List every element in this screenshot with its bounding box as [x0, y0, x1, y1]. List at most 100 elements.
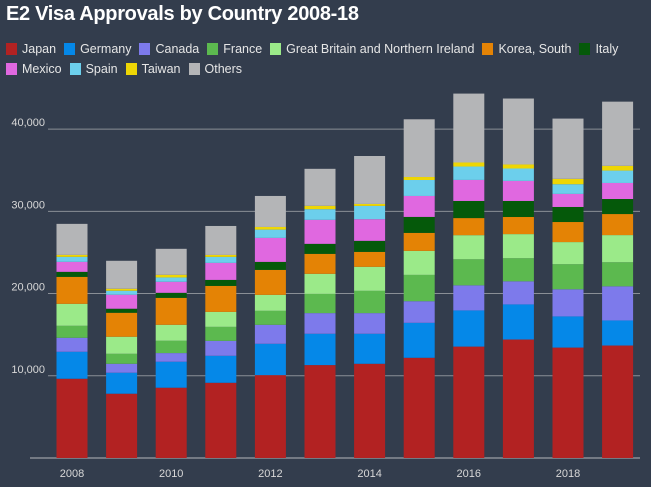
legend-item[interactable]: Canada [139, 41, 199, 57]
bar-segment-japan-2011 [205, 382, 237, 458]
x-tick-label: 2018 [556, 468, 580, 480]
x-tick-label: 2014 [357, 468, 381, 480]
bar-segment-others-2012 [254, 195, 286, 227]
legend-item[interactable]: Italy [579, 41, 618, 57]
bar-segment-mexico-2008 [56, 261, 88, 272]
legend-label: France [223, 42, 263, 56]
bar-segment-korea-south-2012 [254, 269, 286, 295]
bar-segment-korea-south-2017 [502, 217, 534, 235]
legend-item[interactable]: Great Britain and Northern Ireland [270, 41, 474, 57]
bar-segment-mexico-2012 [254, 237, 286, 262]
bar-segment-spain-2011 [205, 256, 237, 263]
bar-segment-italy-2019 [602, 199, 634, 215]
bar-segment-others-2013 [304, 168, 336, 206]
legend-swatch [139, 43, 151, 55]
legend-label: Korea, South [498, 42, 572, 56]
bar-segment-japan-2016 [453, 346, 485, 458]
legend-swatch [188, 63, 200, 75]
bar-segment-japan-2008 [56, 378, 88, 458]
bar-segment-mexico-2016 [453, 179, 485, 201]
bar-segment-others-2008 [56, 223, 88, 255]
legend-item[interactable]: Mexico [6, 61, 62, 77]
bar-segment-spain-2014 [354, 205, 386, 220]
bar-segment-taiwan-2013 [304, 205, 336, 210]
bar-segment-taiwan-2011 [205, 254, 237, 257]
bar-segment-italy-2015 [403, 216, 435, 233]
bar-segment-mexico-2015 [403, 195, 435, 217]
bar-segment-canada-2015 [403, 301, 435, 323]
bar-segment-germany-2015 [403, 322, 435, 358]
bar-segment-germany-2009 [106, 372, 138, 394]
bar-segment-italy-2009 [106, 308, 138, 313]
bar-segment-france-2012 [254, 310, 286, 325]
bar-segment-taiwan-2012 [254, 226, 286, 230]
bar-segment-japan-2014 [354, 363, 386, 458]
bar-segment-mexico-2009 [106, 294, 138, 309]
bar-segment-germany-2008 [56, 351, 88, 379]
bar-segment-france-2016 [453, 259, 485, 286]
bar-segment-mexico-2013 [304, 219, 336, 244]
legend-swatch [207, 43, 219, 55]
bar-segment-germany-2014 [354, 333, 386, 364]
bar-segment-great-britain-and-northern-ireland-2014 [354, 266, 386, 291]
bar-segment-germany-2017 [502, 304, 534, 340]
legend: Japan Germany Canada France Great Britain an… [6, 41, 646, 77]
legend-item[interactable]: Taiwan [125, 61, 181, 77]
bar-segment-canada-2016 [453, 285, 485, 311]
x-tick-label: 2012 [258, 468, 282, 480]
legend-swatch [270, 43, 282, 55]
bar-segment-mexico-2014 [354, 219, 386, 241]
y-tick-label: 30,000 [11, 199, 45, 211]
legend-item[interactable]: France [207, 41, 262, 57]
bar-segment-france-2008 [56, 325, 88, 338]
bar-segment-others-2014 [354, 155, 386, 204]
bar-segment-spain-2016 [453, 166, 485, 180]
bar-segment-japan-2018 [552, 347, 584, 458]
bar-segment-japan-2017 [502, 339, 534, 458]
legend-item[interactable]: Germany [64, 41, 131, 57]
y-tick-label: 20,000 [11, 282, 45, 294]
bar-segment-japan-2015 [403, 357, 435, 458]
legend-label: Others [204, 62, 243, 76]
bar-segment-france-2017 [502, 258, 534, 282]
bar-segment-italy-2012 [254, 261, 286, 270]
bar-segment-great-britain-and-northern-ireland-2010 [155, 324, 187, 341]
bar-segment-japan-2009 [106, 393, 138, 458]
legend-swatch [64, 43, 76, 55]
bar-segment-mexico-2010 [155, 281, 187, 293]
y-tick-label: 10,000 [11, 364, 45, 376]
bar-segment-great-britain-and-northern-ireland-2013 [304, 273, 336, 294]
bar-segment-italy-2010 [155, 292, 187, 298]
bar-segment-france-2018 [552, 264, 584, 290]
bar-segment-germany-2012 [254, 343, 286, 376]
bar-segment-italy-2014 [354, 240, 386, 252]
bar-segment-others-2018 [552, 118, 584, 179]
bar-segment-japan-2019 [602, 345, 634, 458]
bar-segment-great-britain-and-northern-ireland-2016 [453, 235, 485, 260]
bar-segment-taiwan-2010 [155, 274, 187, 278]
legend-label: Italy [595, 42, 619, 56]
bar-segment-canada-2017 [502, 281, 534, 305]
bar-segment-canada-2014 [354, 313, 386, 334]
legend-item[interactable]: Spain [69, 61, 118, 77]
legend-item[interactable]: Korea, South [482, 41, 571, 57]
bar-segment-italy-2017 [502, 200, 534, 218]
bar-segment-great-britain-and-northern-ireland-2017 [502, 234, 534, 259]
bar-segment-korea-south-2015 [403, 232, 435, 251]
bar-segment-spain-2013 [304, 209, 336, 220]
bar-segment-germany-2018 [552, 316, 584, 348]
bar-segment-spain-2008 [56, 256, 88, 262]
bar-segment-japan-2012 [254, 375, 286, 458]
bar-segment-mexico-2018 [552, 193, 584, 207]
bar-segment-mexico-2017 [502, 180, 534, 201]
bar-segment-taiwan-2018 [552, 178, 584, 185]
bar-segment-france-2014 [354, 290, 386, 314]
legend-label: Great Britain and Northern Ireland [286, 42, 475, 56]
bar-segment-others-2015 [403, 119, 435, 178]
bar-segment-france-2009 [106, 353, 138, 364]
legend-item[interactable]: Others [188, 61, 243, 77]
legend-item[interactable]: Japan [6, 41, 56, 57]
legend-label: Germany [80, 42, 132, 56]
legend-swatch [6, 63, 17, 75]
